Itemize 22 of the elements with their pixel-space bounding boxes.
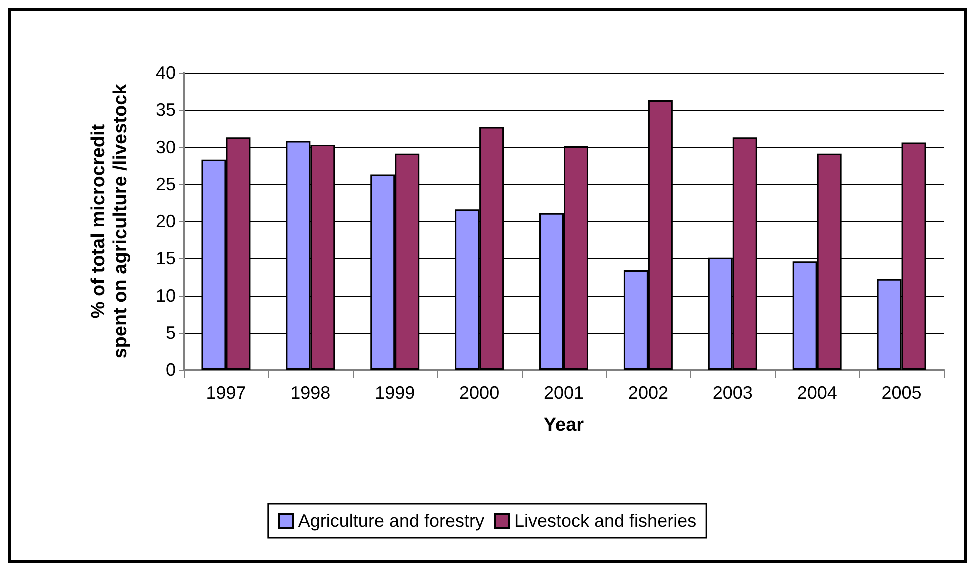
x-tick-label: 1999 [375, 383, 416, 403]
x-tick-label: 2003 [712, 383, 753, 403]
y-tick-label: 25 [156, 174, 176, 194]
y-tick-label: 20 [156, 212, 176, 232]
legend-label: Livestock and fisheries [514, 511, 697, 531]
x-tick-label: 2000 [460, 383, 500, 403]
y-tick-label: 40 [156, 63, 176, 83]
y-tick-label: 5 [166, 322, 176, 343]
y-axis-title: % of total microcredit spent on agriculture /livestock [88, 84, 132, 359]
x-axis-title: Year [544, 415, 585, 436]
y-tick-label: 30 [156, 137, 176, 158]
x-tick-label: 2002 [628, 383, 668, 403]
x-tick-label: 2001 [544, 383, 584, 403]
y-tick-label: 0 [166, 360, 176, 380]
x-tick-label: 1998 [290, 383, 331, 403]
y-tick-label: 15 [156, 248, 176, 269]
y-tick-label: 10 [156, 286, 176, 306]
x-tick-label: 2004 [797, 383, 838, 403]
x-tick-label: 2005 [882, 383, 922, 403]
y-tick-label: 35 [156, 100, 176, 120]
x-tick-label: 1997 [206, 383, 246, 403]
legend-label: Agriculture and forestry [298, 511, 485, 531]
